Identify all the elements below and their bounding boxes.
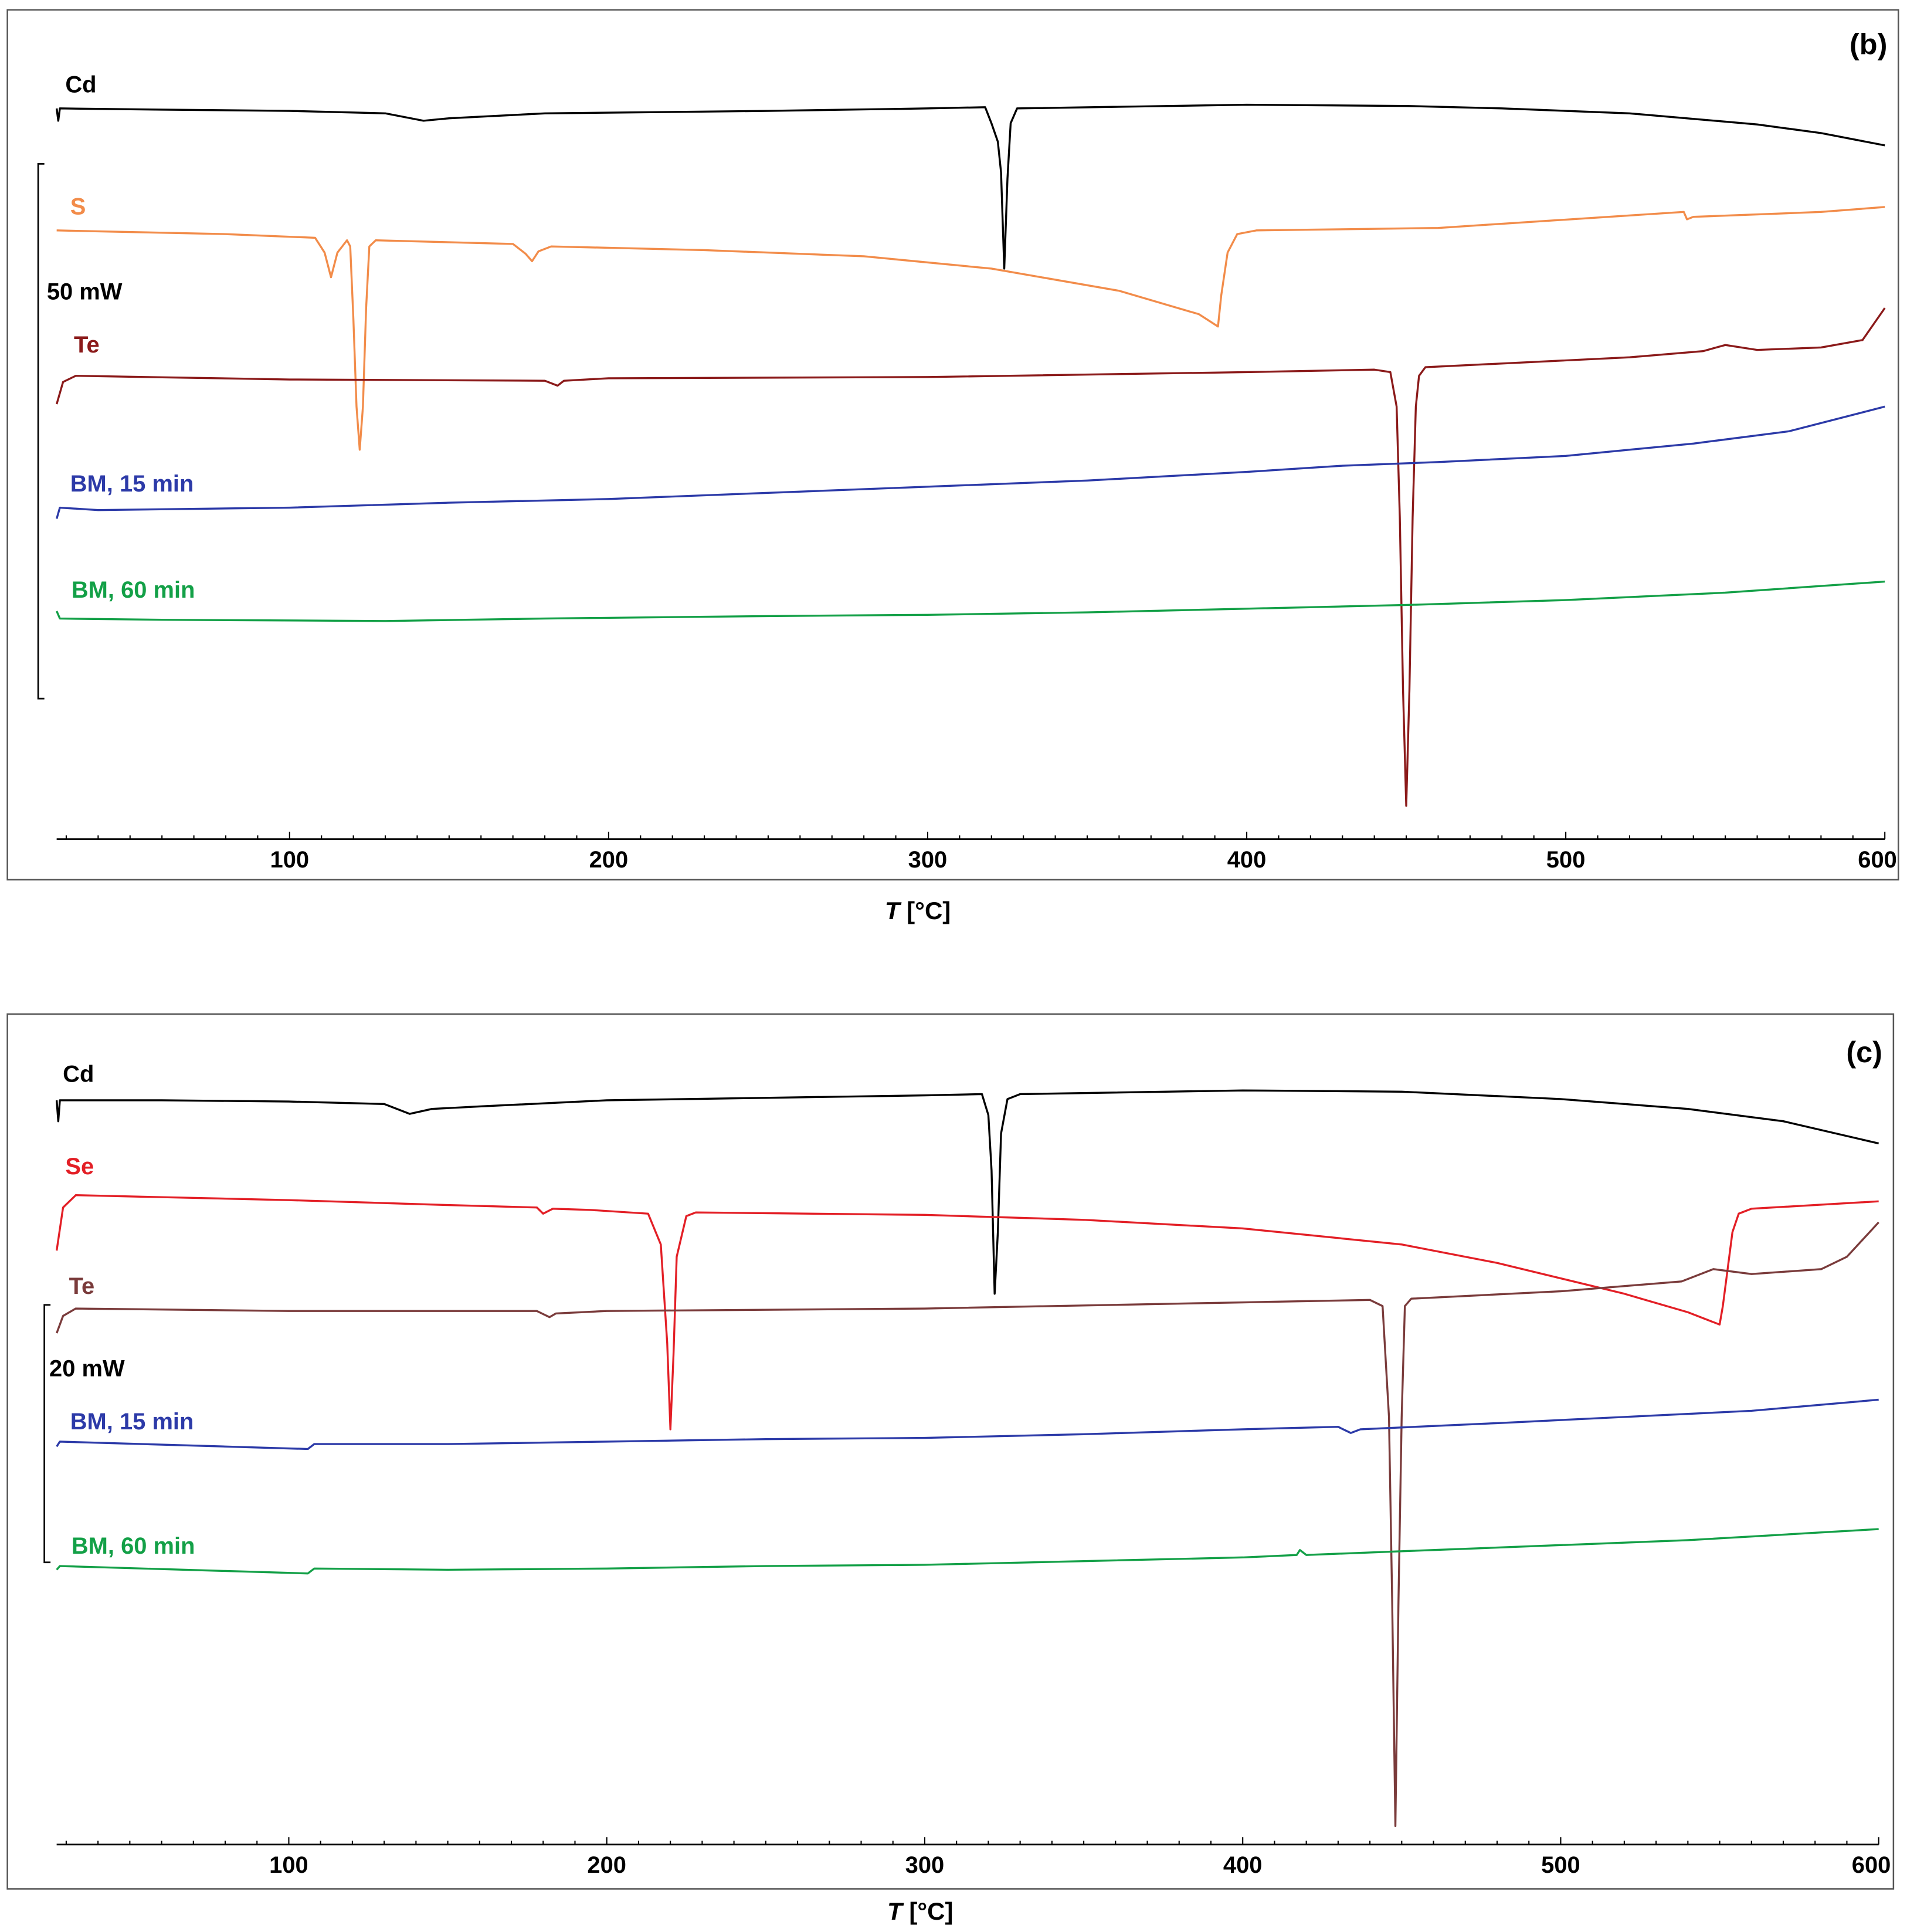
- x-tick-label: 200: [589, 847, 629, 873]
- x-tick-label: 300: [905, 1852, 945, 1878]
- x-tick-label: 400: [1223, 1852, 1263, 1878]
- series-line-se: [55, 1194, 1879, 1431]
- series-label-bm-15-min: BM, 15 min: [70, 471, 194, 497]
- x-tick-label: 400: [1227, 847, 1267, 873]
- series-line-bm-60-min: [56, 580, 1885, 622]
- panel-b-scale-bar: [37, 163, 45, 700]
- series-line-te: [56, 1221, 1879, 1828]
- series-label-s: S: [70, 194, 86, 220]
- panel-b-x-axis-title: T [°C]: [885, 897, 951, 924]
- panel-c-series-group: [55, 1089, 1879, 1828]
- panel-c-scale-bar-label: 20 mW: [49, 1356, 125, 1382]
- series-label-bm-60-min: BM, 60 min: [72, 1533, 195, 1559]
- panel-b-scale-bar-label: 50 mW: [47, 279, 123, 304]
- x-tick-label: 500: [1546, 847, 1586, 873]
- series-label-bm-60-min: BM, 60 min: [72, 577, 195, 603]
- panel-b-series-group: [55, 103, 1886, 807]
- series-label-se: Se: [65, 1154, 94, 1179]
- x-tick-label: 600: [1858, 847, 1897, 873]
- series-line-te: [56, 307, 1886, 807]
- x-tick-label: 500: [1541, 1852, 1580, 1878]
- series-line-bm-60-min: [56, 1528, 1879, 1575]
- panel-b-x-axis: 100 200 300 400 500 600: [56, 832, 1897, 873]
- x-tick-label: 200: [587, 1852, 626, 1878]
- series-line-cd: [55, 103, 1885, 270]
- panel-b-series-labels: Cd S Te BM, 15 min BM, 60 min: [65, 72, 195, 603]
- series-line-s: [56, 206, 1885, 451]
- x-tick-label: 100: [270, 847, 310, 873]
- panel-c-scale-bar: [43, 1304, 51, 1564]
- panel-b-label: (b): [1850, 27, 1887, 60]
- x-tick-label: 100: [269, 1852, 308, 1878]
- panel-c-label: (c): [1846, 1035, 1882, 1069]
- series-label-cd: Cd: [63, 1061, 94, 1087]
- panel-b-frame: [6, 9, 1899, 881]
- series-line-bm-15-min: [56, 405, 1885, 519]
- series-line-cd: [55, 1089, 1879, 1295]
- panel-c-frame: [6, 1013, 1895, 1890]
- series-label-te: Te: [69, 1273, 95, 1299]
- panel-c-x-axis: 100 200 300 400 500 600: [56, 1837, 1891, 1878]
- panel-c-x-axis-title: T [°C]: [887, 1897, 953, 1925]
- series-line-bm-15-min: [56, 1398, 1879, 1450]
- x-tick-label: 600: [1852, 1852, 1891, 1878]
- series-label-cd: Cd: [65, 72, 96, 98]
- x-tick-label: 300: [908, 847, 948, 873]
- panel-c-series-labels: Cd Se Te BM, 15 min BM, 60 min: [63, 1061, 195, 1559]
- panel-b-chart: (b) 100 200 300 400 500 600 Cd S Te BM, 15 min BM…: [6, 9, 1899, 924]
- series-label-bm-15-min: BM, 15 min: [70, 1409, 194, 1435]
- panel-c-chart: (c) 100 200 300 400 500 600 Cd Se Te BM, 15 min B…: [6, 1013, 1895, 1925]
- series-label-te: Te: [74, 332, 100, 358]
